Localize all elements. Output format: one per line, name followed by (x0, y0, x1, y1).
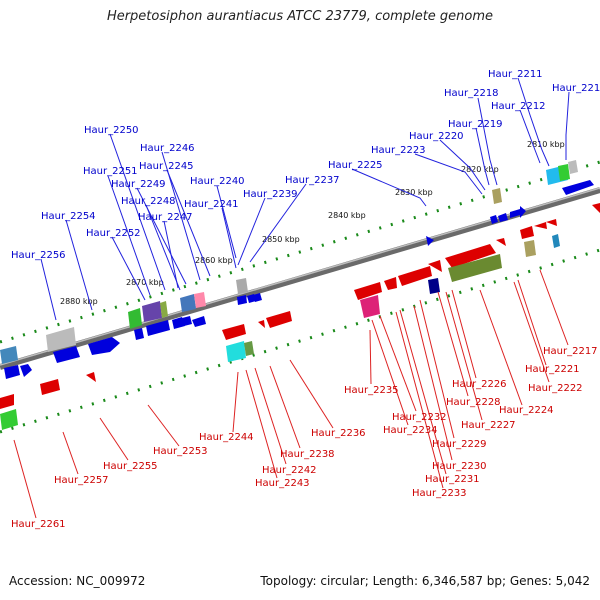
forward-genes (4, 180, 594, 379)
label-haur-2228[interactable]: Haur_2228 (446, 397, 501, 408)
label-haur-2232[interactable]: Haur_2232 (392, 412, 447, 423)
label-haur-2234[interactable]: Haur_2234 (383, 425, 438, 436)
label-haur-2242[interactable]: Haur_2242 (262, 465, 317, 476)
kbp-2850: 2850 kbp (262, 235, 300, 244)
genome-summary-text: Topology: circular; Length: 6,346,587 bp… (260, 574, 590, 588)
kbp-2810: 2810 kbp (527, 140, 565, 149)
label-haur-2221[interactable]: Haur_2221 (525, 364, 580, 375)
other-genes (0, 160, 578, 430)
label-haur-2224[interactable]: Haur_2224 (499, 405, 554, 416)
label-haur-2237[interactable]: Haur_2237 (285, 175, 340, 186)
label-haur-2261[interactable]: Haur_2261 (11, 519, 66, 530)
label-haur-2222[interactable]: Haur_2222 (528, 383, 583, 394)
scale-ruler-lower (0, 248, 600, 434)
label-haur-2255[interactable]: Haur_2255 (103, 461, 158, 472)
label-haur-2254[interactable]: Haur_2254 (41, 211, 96, 222)
label-haur-2251[interactable]: Haur_2251 (83, 166, 138, 177)
label-haur-2229[interactable]: Haur_2229 (432, 439, 487, 450)
label-haur-2227[interactable]: Haur_2227 (461, 420, 516, 431)
label-haur-2245[interactable]: Haur_2245 (139, 161, 194, 172)
reverse-genes (0, 203, 600, 409)
label-haur-2247[interactable]: Haur_2247 (138, 212, 193, 223)
label-haur-2249[interactable]: Haur_2249 (111, 179, 166, 190)
label-haur-2240[interactable]: Haur_2240 (190, 176, 245, 187)
label-haur-2220[interactable]: Haur_2220 (409, 131, 464, 142)
label-haur-2239[interactable]: Haur_2239 (243, 189, 298, 200)
kbp-2840: 2840 kbp (328, 211, 366, 220)
label-haur-2235[interactable]: Haur_2235 (344, 385, 399, 396)
label-haur-2246[interactable]: Haur_2246 (140, 143, 195, 154)
kbp-labels: 2810 kbp 2820 kbp 2830 kbp 2840 kbp 2850… (60, 140, 565, 306)
label-haur-2238[interactable]: Haur_2238 (280, 449, 335, 460)
label-haur-2223[interactable]: Haur_2223 (371, 145, 426, 156)
upper-gene-labels: Haur_2211 Haur_2210 Haur_2218 Haur_2212 … (11, 69, 600, 261)
label-haur-2225[interactable]: Haur_2225 (328, 160, 383, 171)
upper-leader-lines (40, 77, 570, 321)
kbp-2860: 2860 kbp (195, 256, 233, 265)
lower-leader-lines (13, 269, 569, 519)
scale-ruler-upper (0, 160, 600, 344)
label-haur-2231[interactable]: Haur_2231 (425, 474, 480, 485)
accession-text: Accession: NC_009972 (9, 574, 146, 588)
label-haur-2212[interactable]: Haur_2212 (491, 101, 546, 112)
label-haur-2211[interactable]: Haur_2211 (488, 69, 543, 80)
label-haur-2218[interactable]: Haur_2218 (444, 88, 499, 99)
label-haur-2217[interactable]: Haur_2217 (543, 346, 598, 357)
kbp-2820: 2820 kbp (461, 165, 499, 174)
kbp-2880: 2880 kbp (60, 297, 98, 306)
kbp-2830: 2830 kbp (395, 188, 433, 197)
label-haur-2252[interactable]: Haur_2252 (86, 228, 141, 239)
label-haur-2236[interactable]: Haur_2236 (311, 428, 366, 439)
label-haur-2226[interactable]: Haur_2226 (452, 379, 507, 390)
label-haur-2250[interactable]: Haur_2250 (84, 125, 139, 136)
label-haur-2248[interactable]: Haur_2248 (121, 196, 176, 207)
label-haur-2210[interactable]: Haur_2210 (552, 83, 600, 94)
label-haur-2241[interactable]: Haur_2241 (184, 199, 239, 210)
map-title: Herpetosiphon aurantiacus ATCC 23779, co… (106, 9, 494, 24)
kbp-2870: 2870 kbp (126, 278, 164, 287)
label-haur-2244[interactable]: Haur_2244 (199, 432, 254, 443)
label-haur-2230[interactable]: Haur_2230 (432, 461, 487, 472)
label-haur-2219[interactable]: Haur_2219 (448, 119, 503, 130)
label-haur-2256[interactable]: Haur_2256 (11, 250, 66, 261)
lower-gene-labels: Haur_2217 Haur_2221 Haur_2222 Haur_2224 … (11, 346, 598, 530)
label-haur-2257[interactable]: Haur_2257 (54, 475, 109, 486)
label-haur-2233[interactable]: Haur_2233 (412, 488, 467, 499)
label-haur-2243[interactable]: Haur_2243 (255, 478, 310, 489)
label-haur-2253[interactable]: Haur_2253 (153, 446, 208, 457)
